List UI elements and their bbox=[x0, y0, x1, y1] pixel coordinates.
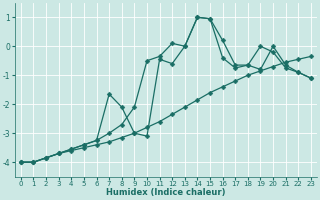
X-axis label: Humidex (Indice chaleur): Humidex (Indice chaleur) bbox=[106, 188, 226, 197]
